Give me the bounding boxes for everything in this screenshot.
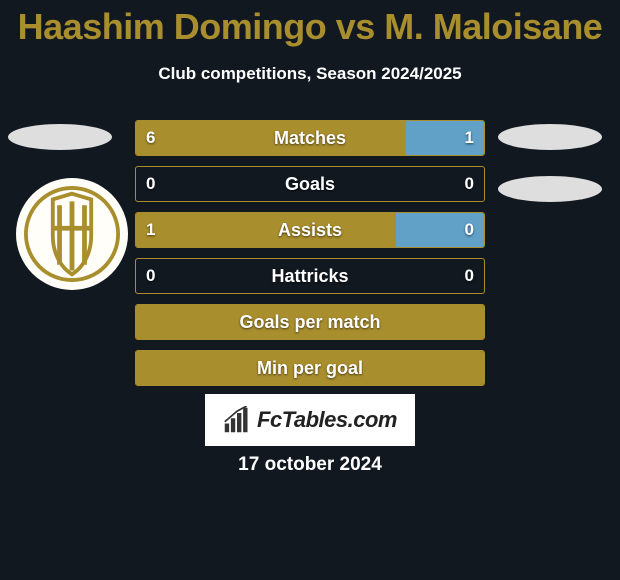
stat-label: Min per goal bbox=[136, 351, 484, 385]
title-player2: M. Maloisane bbox=[384, 6, 602, 47]
title-vs: vs bbox=[336, 6, 375, 47]
player2-small-badge-2 bbox=[498, 176, 602, 202]
stat-label: Matches bbox=[136, 121, 484, 155]
title-player1: Haashim Domingo bbox=[18, 6, 327, 47]
player1-club-logo bbox=[16, 178, 128, 290]
stat-row: Min per goal bbox=[135, 350, 485, 386]
stat-value-player1: 0 bbox=[146, 167, 155, 201]
stat-value-player2: 1 bbox=[465, 121, 474, 155]
subtitle: Club competitions, Season 2024/2025 bbox=[0, 64, 620, 84]
stat-value-player2: 0 bbox=[465, 213, 474, 247]
stat-value-player2: 0 bbox=[465, 259, 474, 293]
fctables-watermark: FcTables.com bbox=[205, 394, 415, 446]
stat-rows: Matches61Goals00Assists10Hattricks00Goal… bbox=[135, 120, 485, 396]
stat-label: Assists bbox=[136, 213, 484, 247]
stat-value-player1: 0 bbox=[146, 259, 155, 293]
player1-small-badge bbox=[8, 124, 112, 150]
stat-row: Matches6 1 bbox=[135, 120, 485, 156]
comparison-title: Haashim Domingo vs M. Maloisane bbox=[0, 0, 620, 48]
stat-row: Hattricks0 0 bbox=[135, 258, 485, 294]
stat-row: Goals0 0 bbox=[135, 166, 485, 202]
club-logo-svg bbox=[24, 186, 120, 282]
stat-value-player2: 0 bbox=[465, 167, 474, 201]
stat-label: Hattricks bbox=[136, 259, 484, 293]
fctables-icon bbox=[223, 406, 251, 434]
fctables-text: FcTables.com bbox=[257, 407, 397, 433]
stat-value-player1: 1 bbox=[146, 213, 155, 247]
generation-date: 17 october 2024 bbox=[0, 454, 620, 476]
stat-label: Goals bbox=[136, 167, 484, 201]
player2-small-badge-1 bbox=[498, 124, 602, 150]
stat-row: Goals per match bbox=[135, 304, 485, 340]
stat-value-player1: 6 bbox=[146, 121, 155, 155]
stat-row: Assists1 0 bbox=[135, 212, 485, 248]
stat-label: Goals per match bbox=[136, 305, 484, 339]
